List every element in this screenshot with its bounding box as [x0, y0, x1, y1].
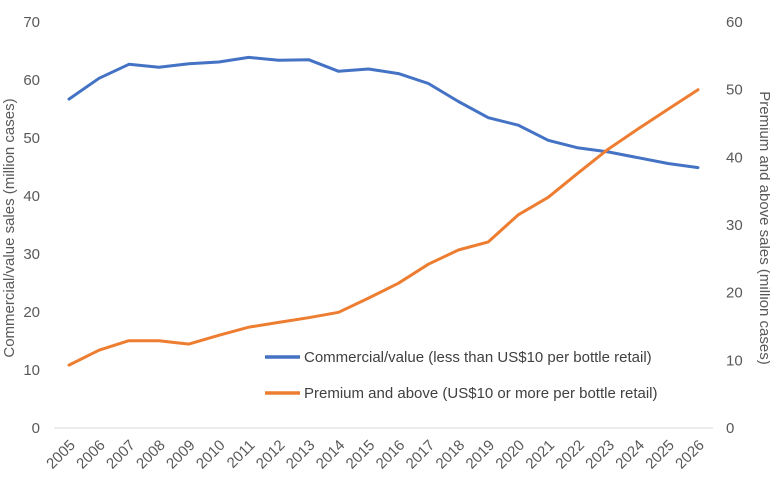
- x-tick-label: 2018: [433, 437, 469, 473]
- y-right-tick-label: 30: [726, 217, 743, 234]
- y-right-tick-label: 60: [726, 14, 743, 31]
- legend-item-premium: Premium and above (US$10 or more per bot…: [265, 385, 658, 402]
- x-tick-label: 2023: [582, 437, 618, 473]
- x-tick-label: 2015: [343, 437, 379, 473]
- y-right-tick-label: 20: [726, 285, 743, 302]
- x-tick-label: 2010: [193, 437, 229, 473]
- axis-titles: Commercial/value sales (million cases) P…: [1, 91, 770, 364]
- y-right-tick-label: 40: [726, 149, 743, 166]
- x-tick-label: 2012: [253, 437, 289, 473]
- legend: Commercial/value (less than US$10 per bo…: [265, 349, 658, 402]
- y-left-tick-label: 10: [23, 362, 40, 379]
- y-right-tick-label: 10: [726, 352, 743, 369]
- legend-label-premium: Premium and above (US$10 or more per bot…: [304, 385, 658, 402]
- y-right-tick-label: 0: [726, 420, 734, 437]
- x-tick-label: 2005: [43, 437, 79, 473]
- x-tick-label: 2006: [73, 437, 109, 473]
- y-left-tick-label: 70: [23, 14, 40, 31]
- x-tick-label: 2009: [163, 437, 199, 473]
- x-tick-label: 2013: [283, 437, 319, 473]
- y-left-tick-label: 60: [23, 72, 40, 89]
- x-tick-label: 2014: [313, 437, 349, 473]
- x-tick-label: 2007: [103, 437, 139, 473]
- x-tick-label: 2025: [642, 437, 678, 473]
- y-left-tick-label: 0: [32, 420, 40, 437]
- x-tick-label: 2011: [224, 437, 259, 472]
- x-tick-label: 2008: [133, 437, 169, 473]
- x-tick-label: 2016: [373, 437, 409, 473]
- series-line-premium: [67, 88, 700, 367]
- x-axis-ticks: 2005200620072008200920102011201220132014…: [43, 437, 708, 473]
- series-line-commercial: [67, 55, 700, 170]
- y-right-tick-label: 50: [726, 82, 743, 99]
- x-tick-label: 2019: [463, 437, 499, 473]
- y-axis-right-title: Premium and above sales (million cases): [756, 91, 770, 364]
- legend-label-commercial: Commercial/value (less than US$10 per bo…: [304, 349, 652, 366]
- y-axis-left-ticks: 0 10 20 30 40 50 60 70: [23, 14, 40, 437]
- x-tick-label: 2017: [403, 437, 439, 473]
- legend-item-commercial: Commercial/value (less than US$10 per bo…: [265, 349, 652, 366]
- x-tick-label: 2024: [612, 437, 648, 473]
- series-lines: [67, 55, 700, 367]
- x-tick-label: 2022: [552, 437, 588, 473]
- y-left-tick-label: 50: [23, 130, 40, 147]
- y-left-tick-label: 40: [23, 188, 40, 205]
- y-axis-left-title: Commercial/value sales (million cases): [1, 98, 18, 357]
- x-tick-label: 2021: [522, 437, 558, 473]
- x-tick-label: 2026: [672, 437, 708, 473]
- y-left-tick-label: 30: [23, 246, 40, 263]
- x-tick-label: 2020: [492, 437, 528, 473]
- y-left-tick-label: 20: [23, 304, 40, 321]
- y-axis-right-ticks: 0 10 20 30 40 50 60: [726, 14, 743, 437]
